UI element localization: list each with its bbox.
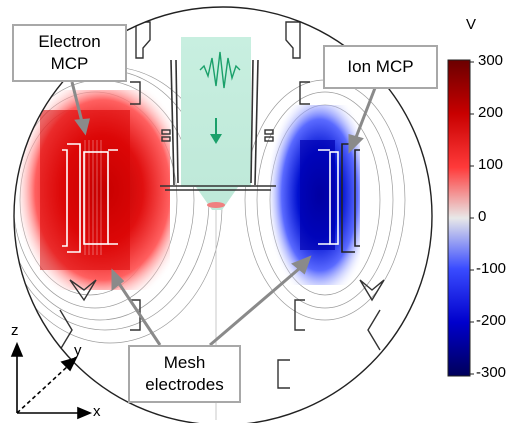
axis-y-label: y	[74, 342, 82, 359]
electron-mcp-callout: Electron MCP	[12, 24, 127, 82]
colorbar-tick-label: 300	[478, 52, 504, 69]
callout-pointers	[70, 81, 377, 347]
electron-mcp-label-line2: MCP	[50, 54, 89, 73]
coordinate-axes	[10, 341, 93, 420]
pulse-icon	[199, 51, 241, 89]
electron-mcp-detector	[62, 143, 118, 253]
ion-mcp-callout: Ion MCP	[323, 45, 438, 89]
mesh-electrodes-callout: Mesh electrodes	[128, 345, 241, 403]
mesh-label-line2: electrodes	[145, 375, 224, 394]
colorbar-tick-label: 0	[478, 208, 487, 225]
colorbar-tick-label: -200	[476, 312, 507, 329]
laser-beam-region	[181, 37, 251, 187]
electron-mcp-label-line1: Electron	[38, 32, 101, 51]
chamber-outline	[13, 6, 433, 423]
colorbar-ticks	[470, 61, 474, 375]
mesh-label-line1: Mesh	[163, 353, 206, 372]
colorbar-tick-label: -300	[476, 364, 507, 381]
colorbar-unit: V	[466, 16, 477, 33]
central-tube	[160, 59, 276, 191]
chamber-interior	[14, 21, 406, 420]
colorbar	[447, 59, 471, 377]
axis-z-label: z	[11, 322, 19, 339]
colorbar-tick-label: 100	[478, 156, 504, 173]
colorbar-tick-label: 200	[478, 104, 504, 121]
arrow-down-icon	[210, 134, 222, 144]
interaction-spot	[207, 202, 225, 208]
axis-x-label: x	[93, 403, 101, 420]
ion-mcp-label: Ion MCP	[347, 57, 414, 76]
colorbar-tick-label: -100	[476, 260, 507, 277]
